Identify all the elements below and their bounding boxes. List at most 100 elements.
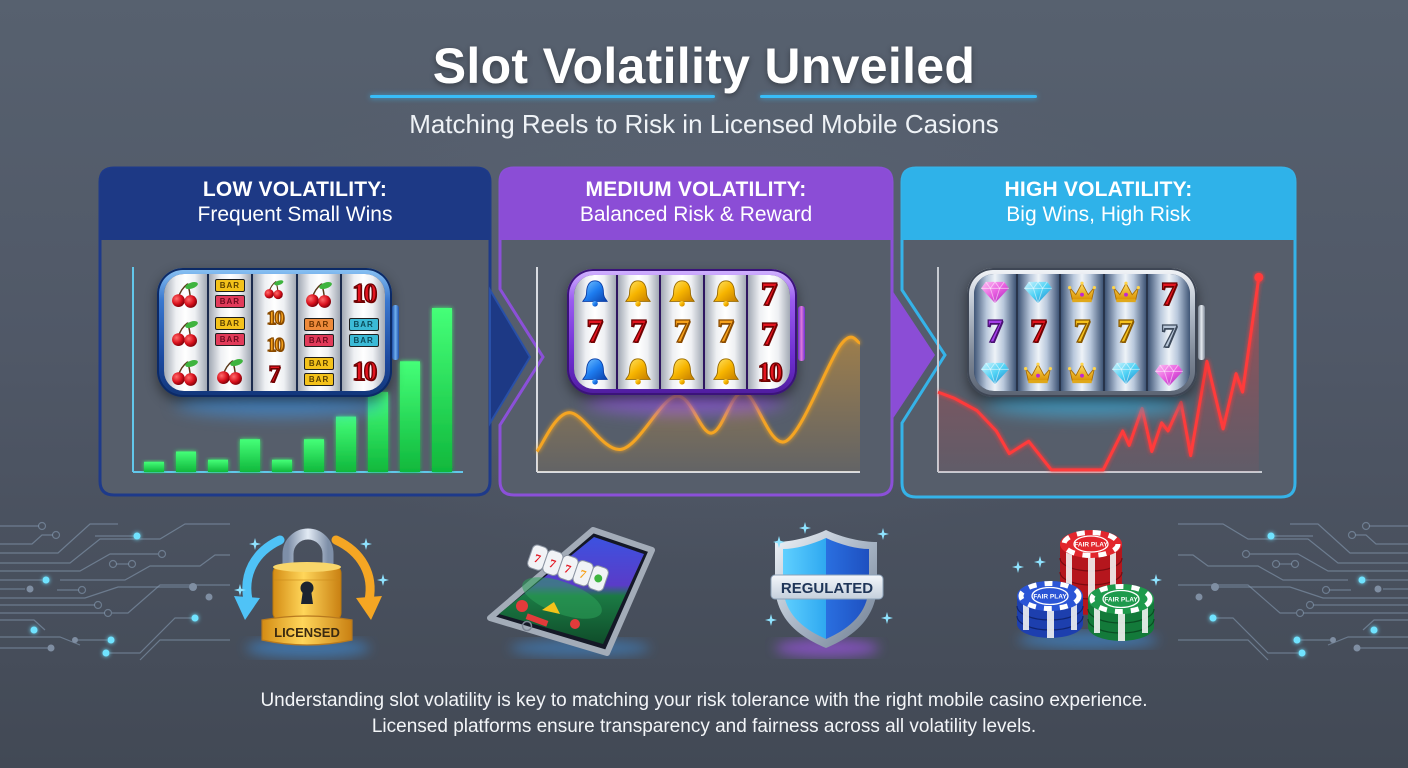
bell-icon [623,278,653,308]
chart-bar [208,459,228,472]
padlock-base [261,615,353,646]
diamond-icon [1111,361,1141,386]
licensed-label: LICENSED [274,625,340,640]
bar-block: BAR [348,317,379,331]
orange-arrowhead [356,596,382,620]
screen-bell [542,602,560,614]
reel-2: 7 [617,275,660,389]
page-title: Slot Volatility Unveiled [432,38,976,94]
slot-medium-reels: 7 7 7 7 7 7 10 [574,275,790,389]
bar-block: BAR [348,333,379,347]
crown-icon [1067,280,1097,304]
slot-high-handle [1198,305,1205,360]
reel-2: BAR BAR BAR BAR [208,274,252,391]
slot-low-reels: BAR BAR BAR BAR 10 10 7 BAR BAR BAR BAR 10 BAR BAR 10 [164,274,385,391]
bar-symbol-icon: BAR BAR [214,317,245,347]
screen-chip [516,600,528,612]
seven-symbol-icon: 7 [1116,313,1135,351]
padlock-icon: LICENSED [234,528,389,658]
bell-icon [667,278,697,308]
seven-symbol-icon: 7 [760,316,778,354]
reel-2: 7 [1017,274,1060,391]
seven-symbol-icon: 7 [586,312,604,350]
footer-line-2: Licensed platforms ensure transparency a… [371,716,1037,737]
blue-chip-stack: FAIR PLAY [1016,581,1084,638]
bar-block: BAR [214,333,245,347]
card-medium-subtitle: Balanced Risk & Reward [579,203,813,226]
bar-block: BAR [304,318,335,332]
reel-1: 7 [574,275,616,389]
chart-bar [368,392,388,472]
reel-1: 7 [974,274,1016,391]
reel-4: BAR BAR BAR BAR [297,274,341,391]
popout-reels-icon: 7 7 7 7 [527,544,609,592]
bar-block: BAR [214,278,245,292]
card-low-subtitle: Frequent Small Wins [197,203,393,226]
chart-bar [304,439,324,472]
screen-bet-label [525,613,549,627]
chart-area [938,277,1259,472]
chart-bar [240,439,260,472]
fair-play-label: FAIR PLAY [1033,594,1067,601]
bar-symbol-icon: BAR BAR [304,357,335,387]
seven-symbol-icon: 7 [1029,313,1047,351]
crown-icon [1111,280,1141,304]
card-low-header [100,168,490,240]
chart-bar [400,361,420,472]
ten-symbol-icon: 10 [757,356,783,387]
bar-symbol-icon: BAR BAR [304,318,335,348]
chart-low-bars [144,308,452,473]
regulated-banner [770,574,884,600]
card-medium-title: MEDIUM VOLATILITY: [585,178,807,201]
cherry-icon [170,279,200,309]
seven-symbol-icon: 7 [760,276,778,314]
slot-machine-medium: 7 7 7 7 7 7 10 [567,269,805,395]
chart-bar [336,416,356,472]
seven-symbol-icon: 7 [268,362,281,389]
padlock-rim [273,562,341,572]
chart-bar [272,459,292,472]
crown-icon [1023,361,1053,385]
diamond-icon [980,280,1010,304]
seven-symbol-icon: 7 [1073,313,1091,351]
diamond-icon [1154,363,1184,387]
bar-symbol-icon: BAR BAR [348,317,379,347]
card-high-title: HIGH VOLATILITY: [1004,178,1193,201]
bell-icon [580,356,610,386]
svg-text:7: 7 [578,567,588,582]
cherry-icon [170,357,200,387]
circuit-traces-left [0,521,230,661]
footer-line-1: Understanding slot volatility is key to … [260,690,1148,711]
ten-symbol-icon: 10 [266,306,285,329]
mobile-phone-icon: 7 7 7 7 [487,527,655,657]
reel-3: 10 10 7 [253,274,296,391]
chart-bar [144,461,164,473]
seven-symbol-icon: 7 [1160,318,1178,356]
card-high-subtitle: Big Wins, High Risk [1006,203,1191,226]
reel-5: 10 BAR BAR 10 [342,274,385,391]
seven-symbol-icon: 7 [673,312,691,350]
bar-block: BAR [304,334,335,348]
fair-play-label: FAIR PLAY [1104,597,1138,604]
fair-play-label: FAIR PLAY [1074,542,1108,549]
card-low-title: LOW VOLATILITY: [202,178,388,201]
bell-icon [580,278,610,308]
seven-symbol-icon: 7 [629,312,647,350]
ten-symbol-icon: 10 [266,334,285,357]
cherry-icon [170,318,200,348]
shield-icon: REGULATED [765,522,893,657]
bar-block: BAR [214,294,245,308]
shield-glow [775,639,879,657]
bar-symbol-icon: BAR BAR [214,278,245,308]
chart-bar [432,308,452,472]
slot-low-handle [392,305,399,360]
screen-chip [570,619,580,629]
card-high-heading: HIGH VOLATILITY: Big Wins, High Risk [902,178,1295,228]
chart-bar [176,451,196,472]
cherry-icon [304,279,334,309]
reel-3: 7 [1061,274,1103,391]
cherry-icon [215,356,245,386]
